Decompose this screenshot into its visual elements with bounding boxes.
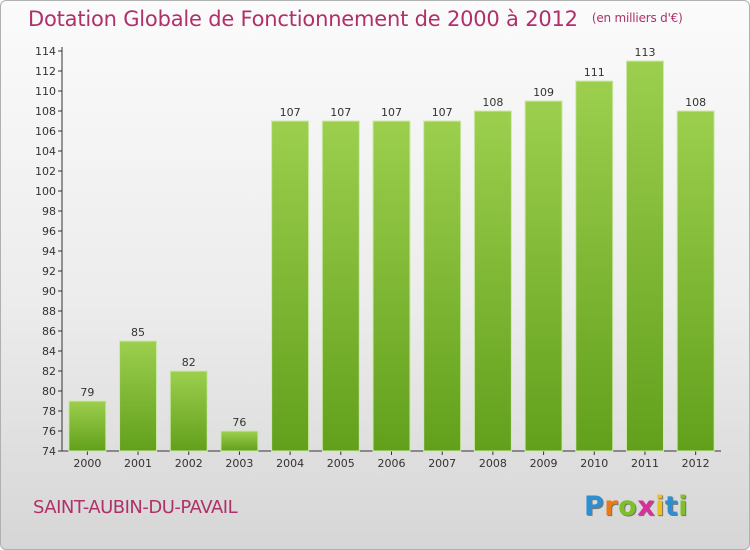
data-label: 76 — [232, 416, 246, 429]
x-tick-label: 2006 — [378, 457, 406, 470]
x-tick-label: 2002 — [175, 457, 203, 470]
data-label: 107 — [330, 106, 351, 119]
logo-letter: P — [584, 491, 605, 522]
x-tick-label: 2008 — [479, 457, 507, 470]
axes: 74 76 78 80 82 84 86 88 90 92 94 96 98 100 102 104 106 10… — [35, 45, 721, 470]
chart-title: Dotation Globale de Fonctionnement de 20… — [28, 7, 683, 31]
x-tick-label: 2003 — [225, 457, 253, 470]
data-label: 108 — [482, 96, 503, 109]
y-tick-label: 96 — [42, 225, 56, 238]
y-tick-label: 98 — [42, 205, 56, 218]
data-label: 113 — [634, 46, 655, 59]
data-label: 107 — [280, 106, 301, 119]
data-label: 107 — [381, 106, 402, 119]
x-tick-label: 2005 — [327, 457, 355, 470]
y-tick-label: 74 — [42, 445, 56, 458]
data-label: 79 — [80, 386, 94, 399]
bar-2003 — [220, 430, 259, 452]
bar-2007 — [423, 120, 462, 452]
y-tick-label: 80 — [42, 385, 56, 398]
data-label: 111 — [584, 66, 605, 79]
data-label: 107 — [432, 106, 453, 119]
bar-2008 — [473, 110, 512, 452]
y-tick-label: 90 — [42, 285, 56, 298]
data-label: 109 — [533, 86, 554, 99]
y-tick-label: 106 — [35, 125, 56, 138]
data-label: 85 — [131, 326, 145, 339]
y-tick-label: 82 — [42, 365, 56, 378]
bar-2011 — [625, 60, 664, 452]
bar-2009 — [524, 100, 563, 452]
bars — [68, 60, 715, 452]
data-label: 82 — [182, 356, 196, 369]
y-tick-label: 92 — [42, 265, 56, 278]
chart-title-text: Dotation Globale de Fonctionnement de 20… — [28, 7, 578, 31]
y-tick-label: 108 — [35, 105, 56, 118]
logo-letter: o — [618, 491, 638, 522]
logo-letter: i — [655, 491, 665, 522]
bar-2002 — [169, 370, 208, 452]
y-tick-label: 114 — [35, 45, 56, 58]
y-tick-label: 88 — [42, 305, 56, 318]
x-tick-label: 2010 — [580, 457, 608, 470]
bar-2005 — [321, 120, 360, 452]
logo-letter: r — [604, 491, 619, 522]
logo-letter: t — [664, 491, 679, 522]
chart-unit: (en milliers d'€) — [591, 11, 683, 25]
y-tick-label: 84 — [42, 345, 56, 358]
x-tick-label: 2001 — [124, 457, 152, 470]
x-tick-label: 2012 — [682, 457, 710, 470]
bar-2004 — [271, 120, 310, 452]
commune-name: SAINT-AUBIN-DU-PAVAIL — [33, 497, 238, 518]
bar-2000 — [68, 400, 107, 452]
bar-2006 — [372, 120, 411, 452]
y-tick-label: 100 — [35, 185, 56, 198]
y-tick-label: 104 — [35, 145, 56, 158]
proxiti-logo[interactable]: Proxiti — [584, 491, 688, 522]
x-tick-label: 2000 — [73, 457, 101, 470]
data-labels: 79 85 82 76 107 107 107 107 108 109 111 113 108 — [80, 46, 706, 429]
bar-2001 — [119, 340, 158, 452]
x-tick-label: 2004 — [276, 457, 304, 470]
logo-letter: i — [678, 491, 689, 522]
x-tick-label: 2007 — [428, 457, 456, 470]
y-tick-label: 112 — [35, 65, 56, 78]
y-tick-label: 86 — [42, 325, 56, 338]
y-tick-label: 102 — [35, 165, 56, 178]
data-label: 108 — [685, 96, 706, 109]
x-tick-label: 2009 — [530, 457, 558, 470]
x-tick-label: 2011 — [631, 457, 659, 470]
y-tick-label: 94 — [42, 245, 56, 258]
y-tick-label: 78 — [42, 405, 56, 418]
y-tick-label: 76 — [42, 425, 56, 438]
y-tick-label: 110 — [35, 85, 56, 98]
bar-2010 — [575, 80, 614, 452]
bar-2012 — [676, 110, 715, 452]
logo-letter: x — [637, 491, 656, 522]
